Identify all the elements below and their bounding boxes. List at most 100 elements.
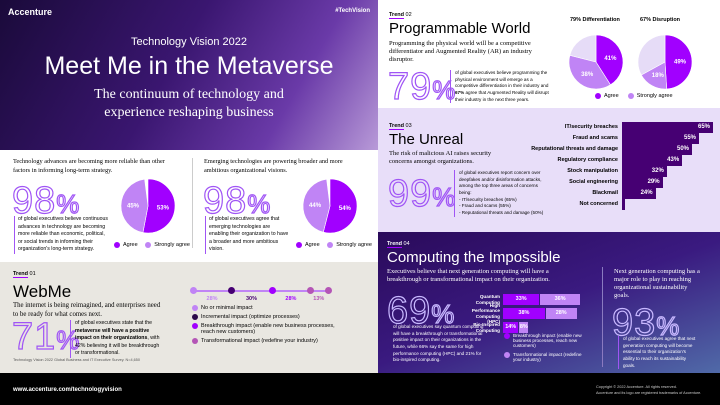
pie-label: 49%: [674, 60, 687, 66]
trend-label: Trend 03: [389, 123, 412, 130]
webme-text: of global executives state that the meta…: [70, 320, 165, 358]
unreal-title: The Unreal: [389, 131, 464, 148]
computing-bar-chart: Quantum Computing 33% 36% High Performance …: [463, 293, 603, 335]
bar-row: Regulatory compliance 43%: [518, 155, 718, 166]
pie-label: 44%: [309, 203, 322, 209]
legend-item: Breakthrough impact (enable new business…: [192, 323, 342, 335]
bar-label: Blackmail: [592, 190, 618, 196]
pie-slice: [664, 34, 693, 90]
scale-value: 13%: [313, 296, 325, 302]
legend-item: No or minimal impact: [192, 305, 342, 311]
stat1-heading: Technology advances are becoming more re…: [13, 158, 165, 174]
computing-big: 69%: [386, 290, 456, 332]
trend-label: Trend 01: [13, 271, 36, 278]
bar-label: Social engineering: [569, 179, 618, 185]
bar-label: High Performance Computing (HPC): [471, 303, 500, 324]
bar-row: Fraud and scams 55%: [518, 133, 718, 144]
concerns-bar-chart: IT/security breaches 65% Fraud and scams 55…: [518, 122, 718, 210]
legend-item: Transformational impact (redefine your i…: [192, 338, 342, 344]
bar-label: Bio-Inspired Computing: [473, 322, 500, 333]
pie-label: 38%: [581, 72, 594, 78]
differentiation-pie: 41% 38%: [568, 34, 624, 90]
page-title: Meet Me in the Metaverse: [44, 52, 334, 80]
bar-label: IT/security breaches: [564, 124, 618, 130]
bar: [622, 199, 625, 210]
pie-slice: [302, 178, 331, 233]
pie-slice: [142, 178, 176, 234]
bar-transformational: 36%: [540, 294, 580, 305]
bar: 29%: [622, 177, 663, 188]
legend-item: Breakthrough impact (enable new business…: [504, 333, 584, 348]
pie-title-differentiation: 79% Differentiation: [570, 17, 620, 23]
bar-transformational: 8%: [519, 322, 529, 333]
scale-value: 28%: [206, 296, 218, 302]
pie-slice: [569, 34, 597, 63]
divider: [192, 158, 193, 248]
stat1-big: 98%: [11, 180, 81, 222]
stat1-legend: Agree Strongly agree: [114, 242, 190, 248]
bar-breakthrough: 38%: [503, 308, 545, 319]
sustainability-heading: Next generation computing has a major ro…: [614, 268, 700, 300]
bar-transformational: 28%: [545, 308, 577, 319]
bar: 65%: [622, 122, 713, 133]
bar-row: Quantum Computing 33% 36%: [463, 293, 603, 306]
pie-label: 45%: [127, 204, 140, 210]
pie-label: 53%: [157, 205, 170, 211]
bar-breakthrough: 14%: [503, 322, 519, 333]
webme-section: Trend 01 WebMe The internet is being rei…: [0, 262, 378, 373]
stat2-heading: Emerging technologies are powering broad…: [204, 158, 343, 174]
bar: 43%: [622, 155, 683, 166]
footer-url-link[interactable]: www.accenture.com/technologyvision: [13, 387, 122, 393]
unreal-subtitle: The risk of malicious AI raises security…: [389, 150, 492, 166]
scale-value: 28%: [285, 296, 297, 302]
impact-scale: 28% 30% 28% 13%: [190, 286, 332, 306]
trend-label: Trend 02: [389, 12, 412, 19]
pie-label: 18%: [652, 73, 665, 79]
pie-slice: [568, 54, 611, 90]
scale-dot: [228, 287, 236, 294]
computing-text: of global executives say quantum computi…: [393, 324, 484, 363]
webme-subtitle: The internet is being reimagined, and en…: [13, 302, 161, 318]
bar-row: Not concerned: [518, 199, 718, 210]
bar-label: Fraud and scams: [572, 135, 618, 141]
stat2-text: of global executives agree that emerging…: [205, 216, 289, 254]
computing-title: Computing the Impossible: [387, 249, 561, 266]
bar-label: Not concerned: [579, 201, 618, 207]
webme-big: 71%: [11, 316, 81, 358]
bar: 32%: [622, 166, 667, 177]
stat2-big: 98%: [202, 180, 272, 222]
pie-slice: [120, 178, 149, 233]
legend-item: Incremental impact (optimize processes): [192, 314, 342, 320]
bar-row: Social engineering 29%: [518, 177, 718, 188]
unreal-section: Trend 03 The Unreal The risk of maliciou…: [378, 108, 720, 232]
webme-title: WebMe: [13, 282, 72, 301]
scale-dot: [324, 287, 332, 294]
pie-title-disruption: 67% Disruption: [640, 17, 681, 23]
kicker: Technology Vision 2022: [131, 36, 247, 48]
bar-breakthrough: 33%: [503, 294, 540, 305]
scale-dot: [190, 287, 197, 294]
scale-dot: [268, 287, 276, 294]
hero-banner: Accenture #TechVision Technology Vision …: [0, 0, 378, 150]
bar-label: Quantum Computing: [475, 294, 500, 305]
stat1-pie: 53% 45%: [120, 178, 176, 234]
bar-row: High Performance Computing (HPC) 38% 28%: [463, 303, 603, 324]
unreal-big: 99%: [387, 173, 457, 215]
divider: [602, 267, 603, 367]
unreal-text: of global executives report concern over…: [454, 170, 550, 217]
accenture-logo: Accenture: [8, 7, 53, 17]
computing-section: Trend 04 Computing the Impossible Execut…: [378, 232, 720, 373]
scale-value: 30%: [245, 296, 257, 302]
bar-row: Reputational threats and damage 50%: [518, 144, 718, 155]
bar: 50%: [622, 144, 692, 155]
pie-slice: [637, 34, 666, 76]
pie-label: 54%: [339, 206, 352, 212]
scale-dot: [306, 287, 314, 294]
stat2-pie: 54% 44%: [302, 178, 358, 234]
programmable-legend: Agree Strongly agree: [595, 93, 673, 99]
programmable-text: of global executives believe programming…: [450, 70, 555, 104]
bar-row: Stock manipulation 32%: [518, 166, 718, 177]
bar: 55%: [622, 133, 699, 144]
trend-label: Trend 04: [387, 241, 410, 248]
sustainability-text: of global executives agree that next gen…: [618, 336, 698, 370]
